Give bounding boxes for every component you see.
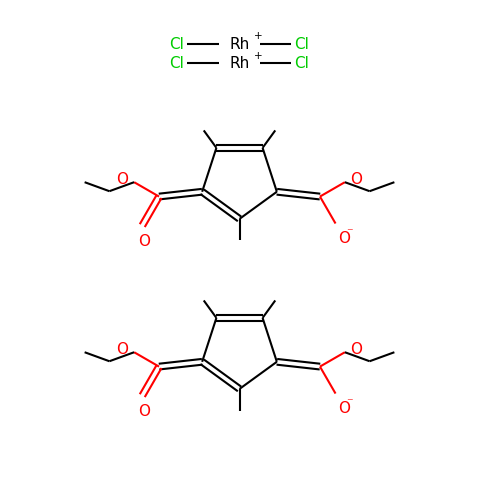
Text: O: O [116,342,128,357]
Text: Cl: Cl [170,56,184,71]
Text: Cl: Cl [170,36,184,52]
Text: Cl: Cl [295,56,309,71]
Text: +: + [254,51,262,60]
Text: O: O [338,401,350,416]
Text: Cl: Cl [295,36,309,52]
Text: O: O [350,342,362,357]
Text: Rh: Rh [229,56,250,71]
Text: O: O [138,234,150,249]
Text: O: O [116,172,128,187]
Text: Rh: Rh [229,36,250,52]
Text: O: O [338,231,350,246]
Text: +: + [254,32,262,41]
Text: ⁻: ⁻ [346,397,353,410]
Text: O: O [138,404,150,419]
Text: O: O [350,172,362,187]
Text: ⁻: ⁻ [346,227,353,240]
